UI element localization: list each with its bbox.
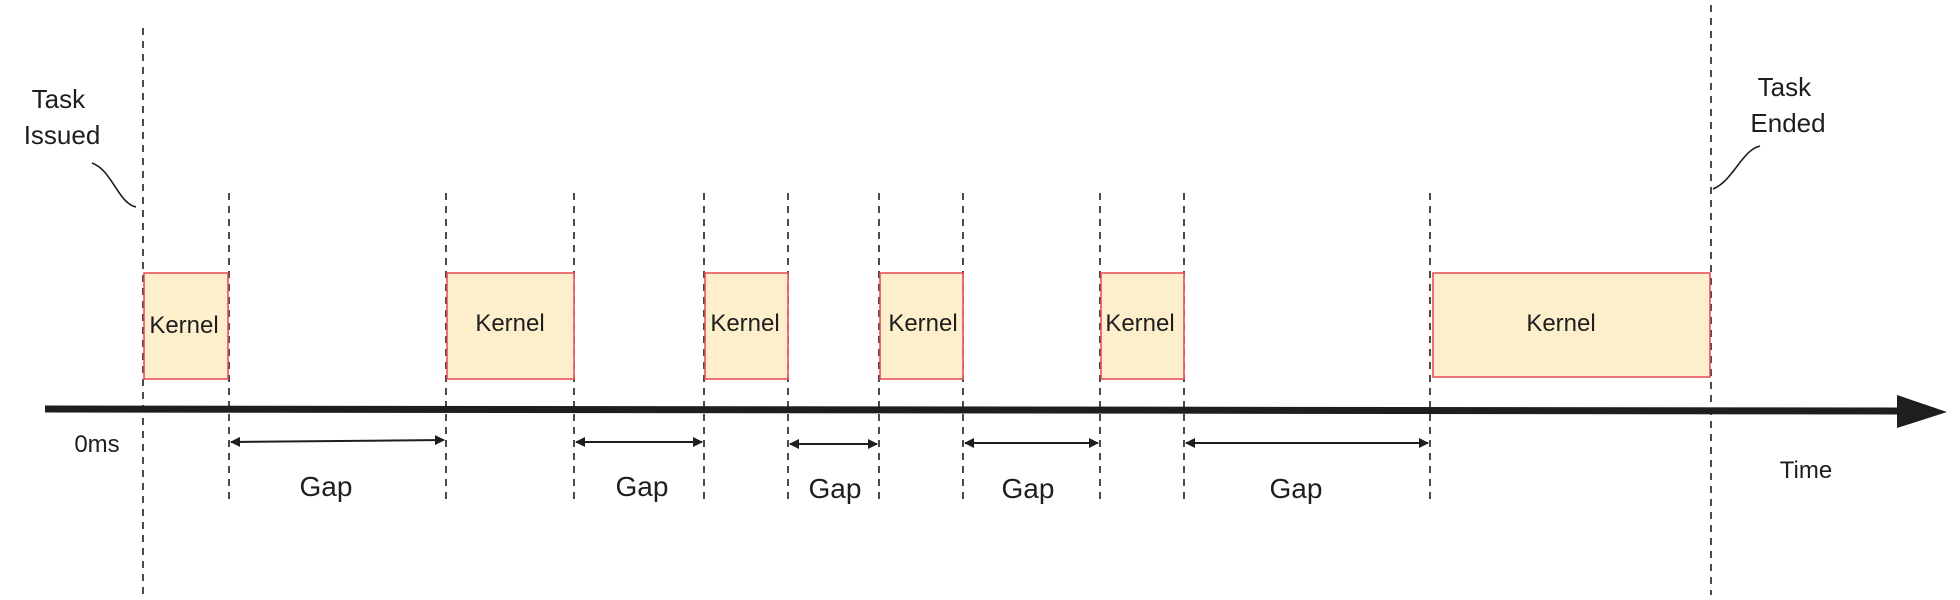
time-axis-label: Time	[1780, 457, 1832, 484]
kernel-label: Kernel	[475, 310, 544, 337]
gap-markers	[230, 435, 1429, 449]
kernel-label: Kernel	[1526, 310, 1595, 337]
gap-labels: Gap Gap Gap Gap Gap	[300, 471, 1323, 504]
kernel-box	[1432, 272, 1711, 378]
kernel-block: Kernel	[704, 272, 789, 380]
kernel-box	[879, 272, 964, 380]
kernel-block: Kernel	[879, 272, 964, 380]
kernel-label: Kernel	[149, 312, 218, 339]
kernel-box	[446, 272, 575, 380]
kernel-block: Kernel	[143, 272, 229, 380]
kernel-block: Kernel	[1100, 272, 1185, 380]
gap-label: Gap	[809, 473, 862, 504]
gap-arrow	[230, 435, 445, 447]
gap-label: Gap	[616, 471, 669, 502]
kernel-block: Kernel	[446, 272, 575, 380]
kernel-label: Kernel	[888, 310, 957, 337]
kernel-box	[1100, 272, 1185, 380]
kernel-box	[143, 272, 229, 380]
task-issued-label: Task Issued	[24, 84, 101, 150]
dashed-guide-lines	[142, 5, 1712, 595]
gap-label: Gap	[300, 471, 353, 502]
kernel-block: Kernel	[1432, 272, 1711, 378]
task-issued-line-2: Issued	[24, 120, 101, 150]
task-ended-label: Task Ended	[1750, 72, 1825, 138]
time-axis-arrowhead	[1897, 395, 1947, 428]
origin-label: 0ms	[74, 431, 119, 458]
task-ended-connector	[1712, 145, 1761, 190]
kernel-blocks: Kernel Kernel Kernel Kernel Kernel Kerne…	[143, 272, 1711, 380]
gap-label: Gap	[1270, 473, 1323, 504]
kernel-label: Kernel	[1105, 310, 1174, 337]
gap-label: Gap	[1002, 473, 1055, 504]
kernel-box	[704, 272, 789, 380]
time-axis-line	[44, 405, 1901, 415]
kernel-label: Kernel	[710, 310, 779, 337]
task-issued-connector	[91, 162, 137, 208]
task-issued-line-1: Task	[32, 84, 86, 114]
task-ended-line-2: Ended	[1750, 108, 1825, 138]
task-ended-line-1: Task	[1758, 72, 1812, 102]
